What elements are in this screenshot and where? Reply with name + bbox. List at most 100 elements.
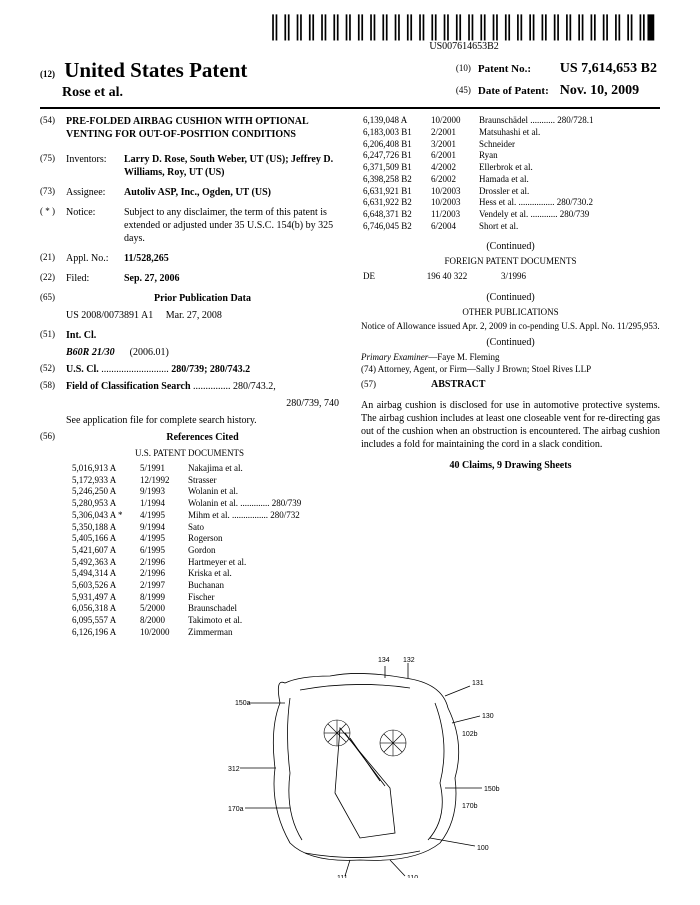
title-code: (54) <box>40 115 66 141</box>
us-refs-table-1: 5,016,913 A5/1991Nakajima et al.5,172,93… <box>70 463 369 638</box>
ref-row: 6,139,048 A10/2000Braunschädel .........… <box>361 115 660 127</box>
ref-row: 5,280,953 A1/1994Wolanin et al. ........… <box>70 498 369 510</box>
examiner: —Faye M. Fleming <box>428 352 499 362</box>
attorney-label: (74) Attorney, Agent, or Firm <box>361 364 467 374</box>
intcl-date: (2006.01) <box>130 347 169 358</box>
ref-row: 5,306,043 A *4/1995Mihm et al. .........… <box>70 510 369 522</box>
ref-row: 5,350,188 A9/1994Sato <box>70 522 369 534</box>
ref-row: 6,631,922 B210/2003Hess et al. .........… <box>361 197 660 209</box>
svg-text:312: 312 <box>228 766 240 773</box>
appl-code: (21) <box>40 252 66 265</box>
svg-text:150b: 150b <box>484 786 500 793</box>
refs-label: References Cited <box>66 431 339 444</box>
intcl-class: B60R 21/30 <box>66 347 115 358</box>
other-label: OTHER PUBLICATIONS <box>361 307 660 319</box>
assignee-label: Assignee: <box>66 186 124 199</box>
date-code: (45) <box>455 81 475 101</box>
ref-row: 5,016,913 A5/1991Nakajima et al. <box>70 463 369 475</box>
notice-code: ( * ) <box>40 206 66 245</box>
foreign-date: 3/1996 <box>499 271 660 283</box>
inventors-code: (75) <box>40 153 66 179</box>
appl-label: Appl. No.: <box>66 252 124 265</box>
foreign-label: FOREIGN PATENT DOCUMENTS <box>361 256 660 268</box>
barcode-lines: ║║║║║║║║║║║║║║║║║║║║║║║║║║║║║║║▌ <box>268 20 660 38</box>
svg-text:131: 131 <box>472 680 484 687</box>
search2: 280/739, 740 <box>66 397 339 410</box>
inventors-label: Inventors: <box>66 153 124 179</box>
assignee-code: (73) <box>40 186 66 199</box>
ref-row: 5,603,526 A2/1997Buchanan <box>70 580 369 592</box>
header: (12) United States Patent Rose et al. (1… <box>40 57 660 109</box>
svg-text:130: 130 <box>482 713 494 720</box>
svg-text:170b: 170b <box>462 803 478 810</box>
ref-row: 6,398,258 B26/2002Hamada et al. <box>361 174 660 186</box>
ref-row: 5,246,250 A9/1993Wolanin et al. <box>70 486 369 498</box>
ref-row: 5,494,314 A2/1996Kriska et al. <box>70 568 369 580</box>
foreign-num: 196 40 322 <box>395 271 499 283</box>
ref-row: 6,183,003 B12/2001Matsuhashi et al. <box>361 127 660 139</box>
authors: Rose et al. <box>40 84 247 102</box>
abstract-label: ABSTRACT <box>431 379 485 390</box>
refs-code: (56) <box>40 431 66 444</box>
ref-row: 6,126,196 A10/2000Zimmerman <box>70 627 369 639</box>
us-docs-label: U.S. PATENT DOCUMENTS <box>40 448 339 460</box>
left-column: (54) PRE-FOLDED AIRBAG CUSHION WITH OPTI… <box>40 115 339 638</box>
date-label: Date of Patent: <box>477 81 557 101</box>
patent-no-label: Patent No.: <box>477 59 557 79</box>
search-code: (58) <box>40 380 66 393</box>
patent-no-code: (10) <box>455 59 475 79</box>
svg-text:132: 132 <box>403 657 415 664</box>
svg-text:111: 111 <box>337 875 348 878</box>
uscl-code: (52) <box>40 363 66 376</box>
date: Nov. 10, 2009 <box>559 81 658 101</box>
invention-title: PRE-FOLDED AIRBAG CUSHION WITH OPTIONAL … <box>66 115 339 141</box>
intcl-code: (51) <box>40 329 66 342</box>
abstract: An airbag cushion is disclosed for use i… <box>361 399 660 451</box>
intcl-label: Int. Cl. <box>66 329 339 342</box>
foreign-cc: DE <box>361 271 395 283</box>
other-pub: Notice of Allowance issued Apr. 2, 2009 … <box>361 321 660 333</box>
filed-code: (22) <box>40 272 66 285</box>
us-refs-table-2: 6,139,048 A10/2000Braunschädel .........… <box>361 115 660 232</box>
appl-no: 11/528,265 <box>124 252 339 265</box>
ref-row: 5,172,933 A12/1992Strasser <box>70 475 369 487</box>
examiner-label: Primary Examiner <box>361 352 428 362</box>
search-label: Field of Classification Search <box>66 381 191 392</box>
ref-row: 6,095,557 A8/2000Takimoto et al. <box>70 615 369 627</box>
filed: Sep. 27, 2006 <box>124 272 339 285</box>
ref-row: 6,648,371 B211/2003Vendely et al. ......… <box>361 209 660 221</box>
doc-kind: (12) <box>40 69 55 79</box>
notice: Subject to any disclaimer, the term of t… <box>124 206 339 245</box>
ref-row: 5,931,497 A8/1999Fischer <box>70 592 369 604</box>
ref-row: 5,492,363 A2/1996Hartmeyer et al. <box>70 557 369 569</box>
abstract-code: (57) <box>361 379 376 389</box>
svg-text:100: 100 <box>477 845 489 852</box>
search-note: See application file for complete search… <box>66 414 339 427</box>
ref-row: 6,371,509 B14/2002Ellerbrok et al. <box>361 162 660 174</box>
patent-no: US 7,614,653 B2 <box>559 59 658 79</box>
main-title: United States Patent <box>64 58 247 82</box>
prior-label: Prior Publication Data <box>66 292 339 305</box>
search1: 280/743.2, <box>233 381 276 392</box>
prior-date: Mar. 27, 2008 <box>166 310 222 321</box>
ref-row: 6,631,921 B110/2003Drossler et al. <box>361 186 660 198</box>
continued-1: (Continued) <box>361 240 660 253</box>
ref-row: 6,746,045 B26/2004Short et al. <box>361 221 660 233</box>
inventors: Larry D. Rose, South Weber, UT (US); Jef… <box>124 153 339 179</box>
attorney: —Sally J Brown; Stoel Rives LLP <box>467 364 591 374</box>
figure: 150a 312 170a 131 130 150b 100 110 111 1… <box>40 648 660 882</box>
ref-row: 6,247,726 B16/2001Ryan <box>361 150 660 162</box>
svg-text:102b: 102b <box>462 731 478 738</box>
uscl-label: U.S. Cl. <box>66 364 99 375</box>
svg-text:150a: 150a <box>235 700 251 707</box>
prior-code: (65) <box>40 292 66 305</box>
notice-label: Notice: <box>66 206 124 245</box>
right-column: 6,139,048 A10/2000Braunschädel .........… <box>361 115 660 638</box>
continued-3: (Continued) <box>361 336 660 349</box>
foreign-ref: DE 196 40 322 3/1996 <box>361 271 660 283</box>
ref-row: 6,206,408 B13/2001Schneider <box>361 139 660 151</box>
uscl: 280/739; 280/743.2 <box>171 364 250 375</box>
barcode-area: ║║║║║║║║║║║║║║║║║║║║║║║║║║║║║║║▌ US00761… <box>40 20 660 53</box>
barcode-text: US007614653B2 <box>268 40 660 53</box>
filed-label: Filed: <box>66 272 124 285</box>
